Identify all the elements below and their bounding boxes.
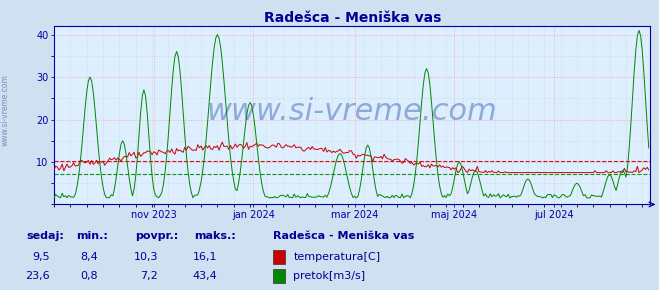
Text: 43,4: 43,4 bbox=[192, 271, 217, 281]
Text: www.si-vreme.com: www.si-vreme.com bbox=[1, 74, 10, 146]
Text: 0,8: 0,8 bbox=[80, 271, 98, 281]
Text: temperatura[C]: temperatura[C] bbox=[293, 252, 380, 262]
Text: sedaj:: sedaj: bbox=[26, 231, 64, 241]
Title: Radešca - Meniška vas: Radešca - Meniška vas bbox=[264, 11, 441, 25]
Text: 23,6: 23,6 bbox=[25, 271, 49, 281]
Text: 8,4: 8,4 bbox=[80, 252, 98, 262]
Text: www.si-vreme.com: www.si-vreme.com bbox=[207, 97, 498, 126]
Text: 10,3: 10,3 bbox=[134, 252, 158, 262]
Text: 7,2: 7,2 bbox=[140, 271, 158, 281]
Text: maks.:: maks.: bbox=[194, 231, 236, 241]
Text: povpr.:: povpr.: bbox=[135, 231, 179, 241]
Text: pretok[m3/s]: pretok[m3/s] bbox=[293, 271, 365, 281]
Text: 9,5: 9,5 bbox=[32, 252, 49, 262]
Text: min.:: min.: bbox=[76, 231, 107, 241]
Text: 16,1: 16,1 bbox=[193, 252, 217, 262]
Text: Radešca - Meniška vas: Radešca - Meniška vas bbox=[273, 231, 415, 241]
